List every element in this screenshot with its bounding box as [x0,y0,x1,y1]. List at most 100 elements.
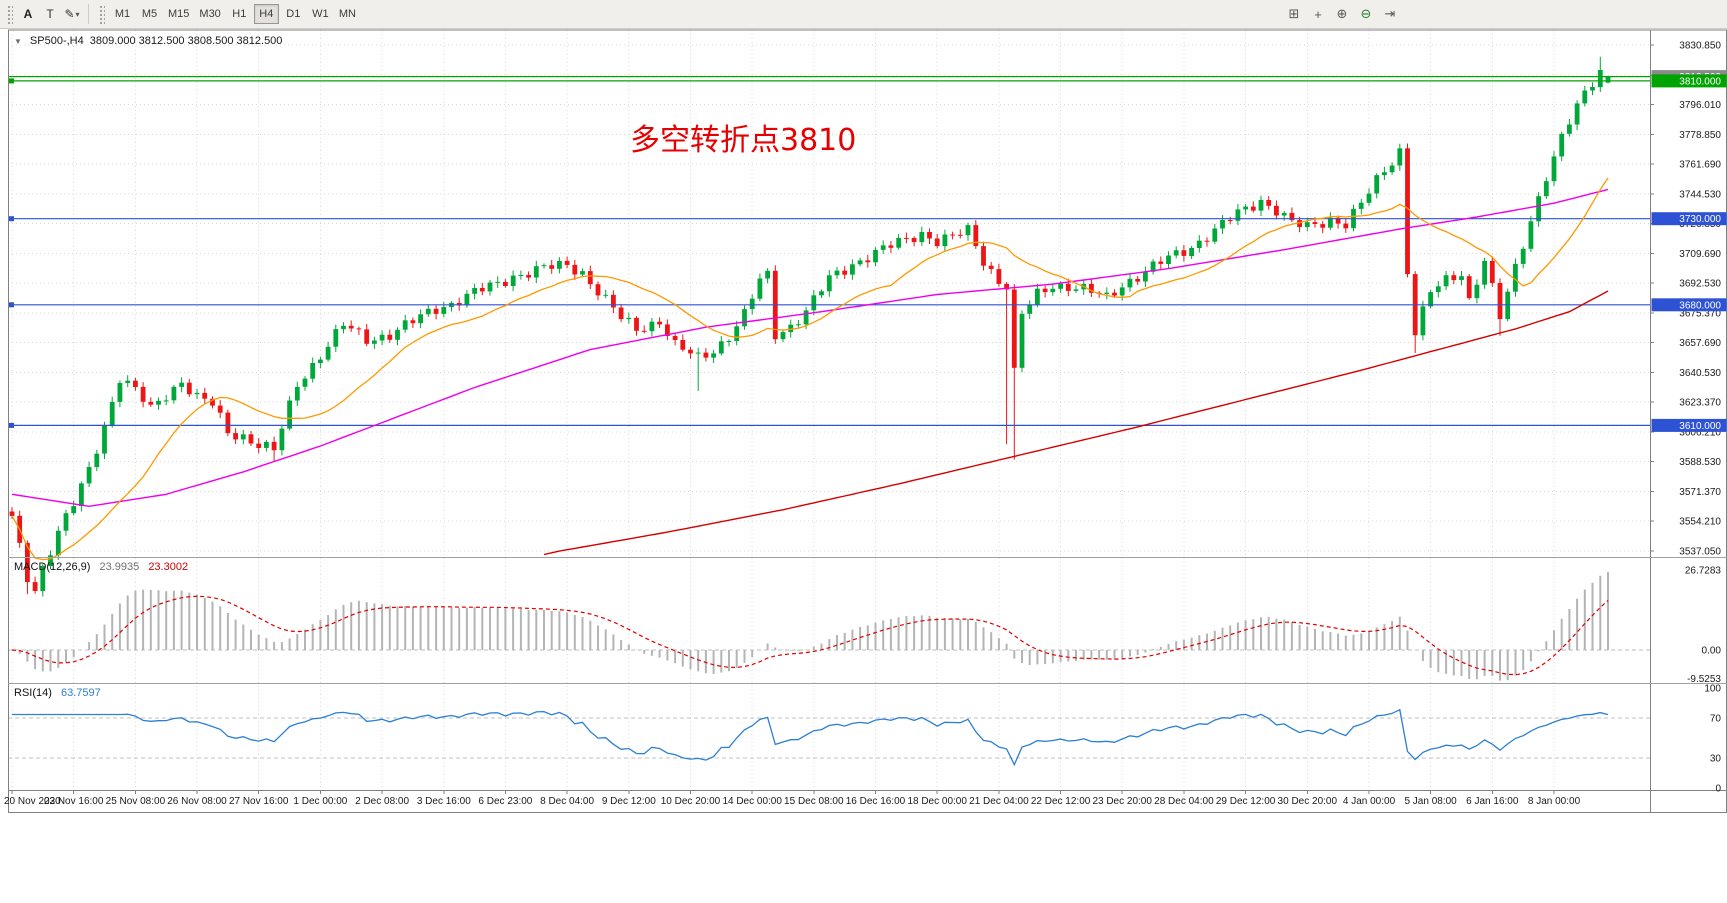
ma-mid-line [11,188,1609,508]
candle-body [973,225,979,247]
chart-shift-icon[interactable]: ⇥ [1384,6,1396,21]
candle-body [1466,276,1472,299]
candle-body [287,400,292,429]
candle-body [1065,283,1071,291]
macd-histogram [18,572,1609,681]
timeframe-MN[interactable]: MN [338,8,356,20]
candle-body [171,386,177,401]
toolbar-grip[interactable] [6,4,13,24]
candle-body [996,269,1002,284]
hline-handle[interactable] [9,78,14,84]
chart-background[interactable] [8,30,1727,812]
hline-handle[interactable] [9,216,14,222]
svg-text:30: 30 [1710,754,1722,765]
zoom-out-icon[interactable]: ⊖ [1360,6,1372,21]
crosshair-icon[interactable]: + [1314,6,1322,22]
candle-body [1204,240,1210,242]
candle-body [957,234,963,236]
svg-text:3680.000: 3680.000 [1679,300,1721,311]
timeframe-toolbar-grip[interactable] [98,4,105,24]
candle-body [981,246,986,266]
candle-body [549,265,555,269]
hline-handle[interactable] [9,302,14,308]
collapse-chart-icon[interactable]: ▼ [14,36,22,46]
timeframe-M15[interactable]: M15 [168,8,190,20]
candle-body [711,353,716,358]
svg-text:4 Jan 00:00: 4 Jan 00:00 [1343,796,1396,807]
svg-text:3730.000: 3730.000 [1679,214,1721,225]
rsi-axis[interactable]: 100 70 30 0 [1704,684,1721,795]
candle-body [626,317,632,320]
pencil-icon: ✎ [64,7,75,21]
candle-body [1281,212,1287,216]
timeframe-M5[interactable]: M5 [141,8,158,20]
candle-body [557,260,562,269]
timeframe-W1[interactable]: W1 [312,8,329,20]
candle-body [487,282,493,292]
candle-body [1158,261,1164,264]
svg-text:25 Nov 08:00: 25 Nov 08:00 [106,796,166,807]
chevron-down-icon: ▾ [75,9,80,19]
candle-body [402,320,408,330]
candle-body [618,307,624,320]
text-label-button[interactable]: T [46,7,54,21]
candle-body [163,400,169,402]
hline-handle[interactable] [9,422,14,428]
candle-body [850,264,855,275]
candle-body [1505,291,1511,320]
candle-body [1397,148,1403,166]
timeframe-button-group: M1 M5 M15 M30 H1 H4 D1 W1 MN [109,4,361,24]
candle-body [1042,288,1048,293]
candle-body [1489,260,1495,283]
svg-text:3810.000: 3810.000 [1679,76,1721,87]
candle-body [1389,165,1395,173]
svg-text:3588.530: 3588.530 [1679,457,1721,468]
candle-body [1050,288,1056,293]
candle-body [256,443,262,448]
timeframe-M30[interactable]: M30 [199,8,221,20]
candle-body [425,308,431,315]
candle-body [109,401,115,426]
macd-axis[interactable]: 26.7283 0.00 -9.5253 [1685,566,1722,685]
ma-fast-line [11,177,1609,561]
svg-text:16 Dec 16:00: 16 Dec 16:00 [846,796,906,807]
svg-text:27 Nov 16:00: 27 Nov 16:00 [229,796,289,807]
toolbar-separator [88,4,89,24]
candle-body [225,412,231,434]
candle-body [94,453,100,467]
timeframe-H4[interactable]: H4 [253,4,279,24]
macd-main-value: 23.9935 [99,561,140,573]
svg-text:3554.210: 3554.210 [1679,517,1721,528]
candle-body [1513,263,1518,292]
svg-text:26 Nov 08:00: 26 Nov 08:00 [167,796,227,807]
drawing-tools-dropdown[interactable]: ✎ ▾ [61,3,83,25]
candle-body [1058,283,1063,289]
zoom-in-icon[interactable]: ⊕ [1336,6,1348,21]
candle-body [965,225,971,236]
candle-body [503,281,508,286]
candle-body [826,275,832,292]
svg-text:0.00: 0.00 [1702,646,1722,657]
candle-body [248,434,254,444]
timeframe-M1[interactable]: M1 [114,8,131,20]
candle-body [857,260,863,265]
candle-body [526,275,531,278]
candle-body [726,341,732,342]
macd-indicator-label: MACD(12,26,9) 23.9935 23.3002 [14,561,188,573]
rsi-indicator-label: RSI(14) 63.7597 [14,687,101,699]
candle-body [1435,286,1441,293]
timeframe-D1[interactable]: D1 [286,8,301,20]
grid-toggle-icon[interactable]: ⊞ [1288,6,1300,21]
chart-tools-group: ⊞ + ⊕ ⊖ ⇥ [1283,3,1401,25]
annotation-text-button[interactable]: A [23,7,33,21]
candle-body [796,324,801,326]
candle-body [942,234,948,247]
svg-text:20 Nov 2020: 20 Nov 2020 [4,796,61,807]
timeframe-H1[interactable]: H1 [232,8,247,20]
candle-body [1582,90,1588,104]
chart-text-annotation[interactable]: 多空转折点3810 [630,123,857,158]
candle-body [1112,292,1117,296]
